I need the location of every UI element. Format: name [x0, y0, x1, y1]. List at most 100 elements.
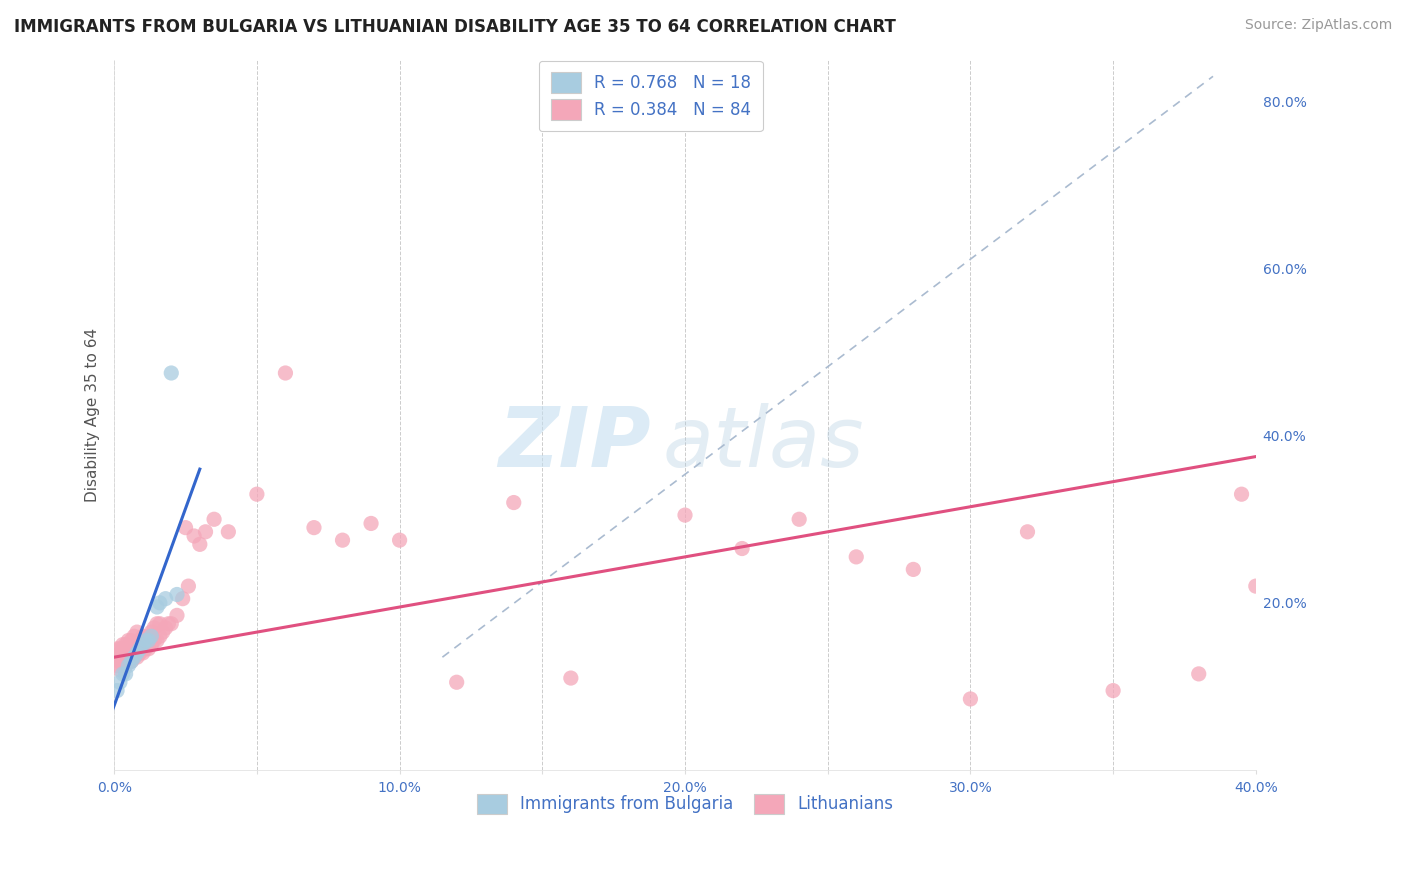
Point: [183, 529, 205, 543]
Point: [143, 621, 166, 635]
Point: [1017, 524, 1039, 539]
Point: [845, 549, 868, 564]
Point: [120, 646, 142, 660]
Point: [114, 646, 136, 660]
Point: [108, 663, 131, 677]
Point: [122, 650, 145, 665]
Point: [166, 608, 188, 623]
Point: [135, 633, 157, 648]
Point: [138, 633, 160, 648]
Point: [122, 646, 145, 660]
Text: ZIP: ZIP: [498, 402, 651, 483]
Point: [117, 658, 139, 673]
Point: [135, 641, 157, 656]
Point: [122, 629, 145, 643]
Point: [120, 641, 142, 656]
Point: [135, 633, 157, 648]
Point: [132, 629, 155, 643]
Point: [117, 646, 139, 660]
Point: [132, 646, 155, 660]
Point: [141, 625, 163, 640]
Point: [1230, 487, 1253, 501]
Point: [146, 600, 169, 615]
Point: [302, 521, 325, 535]
Point: [155, 621, 177, 635]
Point: [132, 638, 155, 652]
Point: [388, 533, 411, 548]
Point: [141, 629, 163, 643]
Point: [149, 616, 172, 631]
Point: [125, 646, 148, 660]
Point: [114, 654, 136, 668]
Point: [108, 641, 131, 656]
Point: [114, 638, 136, 652]
Point: [105, 658, 128, 673]
Point: [146, 616, 169, 631]
Point: [120, 633, 142, 648]
Point: [166, 587, 188, 601]
Point: [125, 638, 148, 652]
Point: [111, 666, 134, 681]
Point: [146, 633, 169, 648]
Point: [155, 591, 177, 606]
Point: [560, 671, 582, 685]
Point: [959, 692, 981, 706]
Text: atlas: atlas: [662, 402, 863, 483]
Point: [149, 629, 172, 643]
Point: [108, 646, 131, 660]
Point: [1244, 579, 1267, 593]
Point: [177, 579, 200, 593]
Point: [111, 646, 134, 660]
Point: [446, 675, 468, 690]
Point: [188, 537, 211, 551]
Point: [111, 641, 134, 656]
Point: [194, 524, 217, 539]
Point: [108, 654, 131, 668]
Point: [202, 512, 225, 526]
Point: [673, 508, 696, 522]
Point: [120, 654, 142, 668]
Point: [174, 521, 197, 535]
Point: [114, 658, 136, 673]
Point: [111, 658, 134, 673]
Point: [128, 641, 150, 656]
Legend: Immigrants from Bulgaria, Lithuanians: Immigrants from Bulgaria, Lithuanians: [465, 782, 904, 826]
Point: [143, 633, 166, 648]
Point: [217, 524, 239, 539]
Point: [111, 638, 134, 652]
Point: [105, 650, 128, 665]
Point: [141, 638, 163, 652]
Point: [125, 625, 148, 640]
Point: [128, 646, 150, 660]
Point: [138, 641, 160, 656]
Point: [246, 487, 269, 501]
Point: [108, 675, 131, 690]
Point: [114, 641, 136, 656]
Point: [125, 646, 148, 660]
Text: IMMIGRANTS FROM BULGARIA VS LITHUANIAN DISABILITY AGE 35 TO 64 CORRELATION CHART: IMMIGRANTS FROM BULGARIA VS LITHUANIAN D…: [14, 18, 896, 36]
Point: [117, 654, 139, 668]
Point: [274, 366, 297, 380]
Point: [157, 616, 180, 631]
Point: [160, 366, 183, 380]
Point: [120, 654, 142, 668]
Point: [122, 650, 145, 665]
Point: [332, 533, 354, 548]
Point: [160, 616, 183, 631]
Point: [105, 641, 128, 656]
Point: [731, 541, 754, 556]
Point: [114, 666, 136, 681]
Point: [903, 562, 925, 576]
Text: Source: ZipAtlas.com: Source: ZipAtlas.com: [1244, 18, 1392, 32]
Point: [105, 683, 128, 698]
Y-axis label: Disability Age 35 to 64: Disability Age 35 to 64: [86, 327, 100, 502]
Point: [172, 591, 194, 606]
Point: [125, 650, 148, 665]
Point: [787, 512, 810, 526]
Point: [132, 638, 155, 652]
Point: [502, 495, 524, 509]
Point: [128, 633, 150, 648]
Point: [117, 633, 139, 648]
Point: [122, 638, 145, 652]
Point: [360, 516, 382, 531]
